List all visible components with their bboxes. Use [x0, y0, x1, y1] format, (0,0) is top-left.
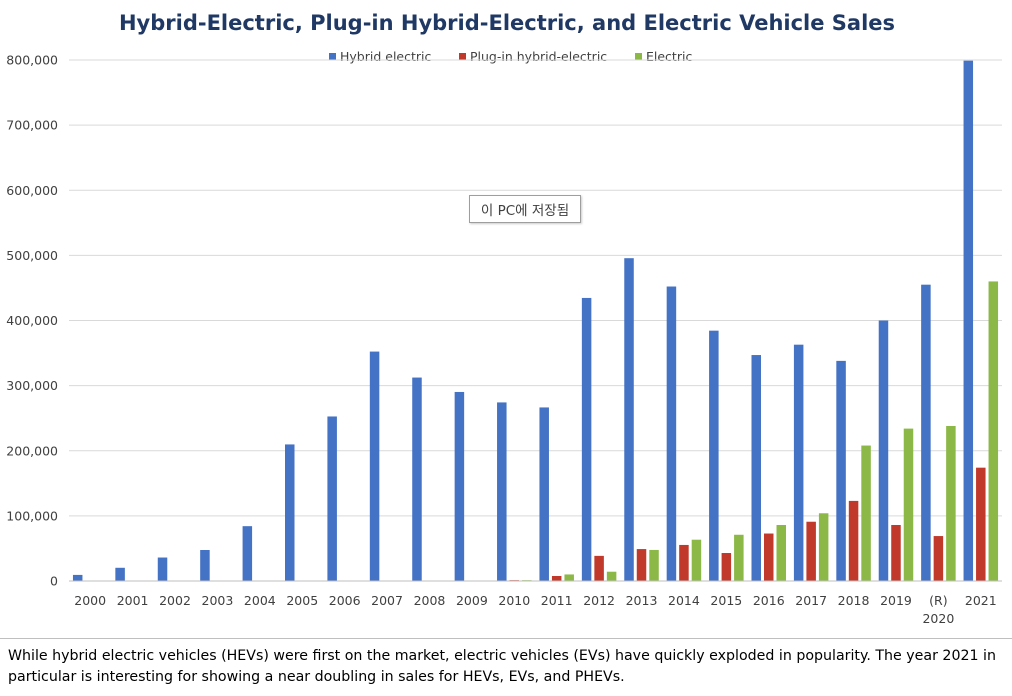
- bar-plug-in-hybrid-electric-2012: [594, 555, 604, 581]
- bar-plug-in-hybrid-electric-2015: [721, 553, 732, 581]
- x-tick-label: 2004: [244, 593, 276, 608]
- x-tick-label: 2001: [117, 593, 149, 608]
- x-tick-label: 2010: [498, 593, 530, 608]
- y-axis: 0 100,000 200,000 300,000 400,000 500,000 600,…: [6, 53, 58, 589]
- y-tick-label: 100,000: [6, 508, 58, 523]
- bar-hybrid-electric-2005: [285, 444, 295, 581]
- x-tick-label: 2018: [838, 593, 870, 608]
- bar-electric-R2020: [946, 426, 956, 581]
- bar-electric-2011: [564, 574, 574, 581]
- x-axis: 2000 2001 2002 2003 2004 2005 2006 2007 2008 2009…: [69, 580, 1002, 626]
- y-tick-label: 800,000: [6, 53, 58, 68]
- bar-electric-2015: [734, 534, 744, 581]
- bar-hybrid-electric-2011: [539, 407, 549, 581]
- x-tick-label: 2015: [710, 593, 742, 608]
- bar-plug-in-hybrid-electric-2021: [976, 467, 986, 581]
- bar-plug-in-hybrid-electric-2014: [679, 544, 689, 581]
- bar-plug-in-hybrid-electric-2011: [551, 576, 562, 581]
- bar-plug-in-hybrid-electric-2016: [764, 533, 774, 581]
- y-tick-label: 300,000: [6, 378, 58, 393]
- bar-electric-2012: [606, 571, 617, 581]
- bar-hybrid-electric-2013: [624, 258, 634, 581]
- x-tick-label: 2000: [74, 593, 106, 608]
- x-tick-label: 2005: [286, 593, 318, 608]
- bar-hybrid-electric-2021: [963, 60, 974, 581]
- legend: Hybrid electric Plug-in hybrid-electric El…: [329, 49, 692, 64]
- bar-plug-in-hybrid-electric-2017: [806, 521, 816, 581]
- bar-plug-in-hybrid-electric-2019: [891, 524, 901, 581]
- x-tick-label: 2014: [668, 593, 700, 608]
- y-tick-label: 600,000: [6, 183, 58, 198]
- x-tick-label: 2013: [626, 593, 658, 608]
- y-tick-label: 500,000: [6, 248, 58, 263]
- bar-hybrid-electric-2006: [327, 416, 337, 581]
- x-tick-label: 2016: [753, 593, 785, 608]
- bar-plug-in-hybrid-electric-2018: [848, 500, 859, 581]
- grid: [69, 59, 1002, 517]
- chart-title: Hybrid-Electric, Plug-in Hybrid-Electric…: [119, 11, 895, 35]
- x-tick-label: 2006: [329, 593, 361, 608]
- bar-hybrid-electric-2001: [115, 567, 125, 581]
- y-tick-label: 0: [50, 574, 58, 589]
- bar-electric-2016: [776, 524, 786, 581]
- x-tick-label: 2021: [965, 593, 997, 608]
- y-tick-label: 200,000: [6, 443, 58, 458]
- legend-label: Plug-in hybrid-electric: [470, 49, 607, 64]
- bars: [72, 60, 999, 581]
- caption-text: While hybrid electric vehicles (HEVs) we…: [8, 648, 996, 685]
- y-tick-label: 400,000: [6, 313, 58, 328]
- bar-electric-2017: [818, 513, 829, 581]
- legend-swatch: [459, 53, 466, 60]
- bar-electric-2021: [988, 281, 999, 581]
- bar-plug-in-hybrid-electric-R2020: [933, 536, 944, 581]
- bar-hybrid-electric-2008: [412, 377, 422, 581]
- bar-hybrid-electric-2012: [581, 297, 592, 581]
- bar-plug-in-hybrid-electric-2013: [636, 549, 647, 581]
- bar-electric-2014: [691, 539, 702, 581]
- bar-hybrid-electric-2017: [793, 344, 804, 581]
- x-tick-label: 2002: [159, 593, 191, 608]
- legend-swatch: [635, 53, 642, 60]
- bar-chart: Hybrid-Electric, Plug-in Hybrid-Electric…: [6, 11, 1002, 626]
- bar-hybrid-electric-2019: [878, 320, 889, 581]
- x-tick-label: (R) 2020: [922, 593, 954, 626]
- x-tick-label: 2011: [541, 593, 573, 608]
- x-tick-label: 2003: [202, 593, 234, 608]
- bar-hybrid-electric-2000: [72, 574, 83, 581]
- bar-hybrid-electric-2009: [454, 391, 465, 581]
- x-tick-label: 2017: [795, 593, 827, 608]
- legend-label: Electric: [646, 49, 692, 64]
- bar-hybrid-electric-R2020: [921, 284, 931, 581]
- legend-label: Hybrid electric: [340, 49, 431, 64]
- bar-hybrid-electric-2003: [200, 550, 210, 581]
- legend-swatch: [329, 53, 336, 60]
- x-tick-label: 2012: [583, 593, 615, 608]
- bar-hybrid-electric-2016: [751, 355, 761, 581]
- divider: [0, 638, 1012, 639]
- x-tick-label: 2008: [414, 593, 446, 608]
- bar-electric-2018: [861, 445, 871, 581]
- x-tick-label: 2007: [371, 593, 403, 608]
- saved-to-pc-tooltip: 이 PC에 저장됨: [469, 195, 581, 223]
- bar-hybrid-electric-2015: [709, 330, 719, 581]
- y-tick-label: 700,000: [6, 118, 58, 133]
- bar-hybrid-electric-2004: [242, 526, 253, 581]
- bar-electric-2019: [903, 428, 914, 581]
- bar-hybrid-electric-2014: [666, 286, 677, 581]
- bar-hybrid-electric-2007: [369, 351, 380, 581]
- bar-hybrid-electric-2010: [497, 402, 507, 581]
- x-tick-label: 2019: [880, 593, 912, 608]
- bar-hybrid-electric-2002: [157, 557, 168, 581]
- bar-hybrid-electric-2018: [836, 360, 846, 581]
- bar-electric-2013: [649, 549, 659, 581]
- x-tick-label: 2009: [456, 593, 488, 608]
